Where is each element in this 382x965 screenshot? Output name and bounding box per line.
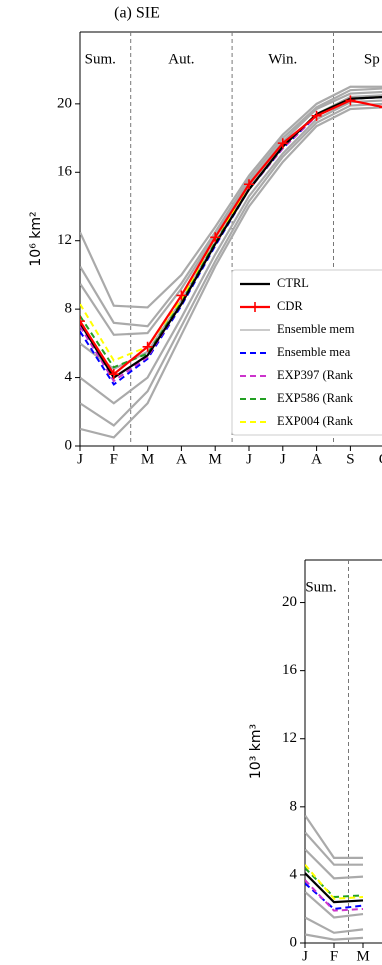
legend-label: Ensemble mem <box>277 322 355 336</box>
x-tick-label: J <box>77 451 83 467</box>
legend-label: Ensemble mea <box>277 345 351 359</box>
series-line <box>80 99 382 405</box>
legend-label: EXP004 (Rank <box>277 414 354 428</box>
x-tick-label: M <box>209 451 222 467</box>
point-marker <box>379 106 382 109</box>
y-tick-label: 12 <box>57 232 72 248</box>
x-tick-label: J <box>302 948 308 964</box>
y-tick-label: 16 <box>57 164 73 180</box>
series-line <box>305 867 364 899</box>
y-tick-label: 20 <box>282 594 297 610</box>
point-marker <box>176 290 187 301</box>
plot-area <box>80 85 382 439</box>
series-line <box>305 864 364 900</box>
x-tick-label: A <box>176 451 187 467</box>
season-label: Sum. <box>85 51 116 67</box>
chart-title: (a) SIE <box>114 5 160 22</box>
x-tick-label: J <box>246 451 252 467</box>
series-line <box>305 872 364 904</box>
series-line <box>80 99 382 376</box>
x-tick-label: M <box>356 948 369 964</box>
y-tick-label: 0 <box>65 437 73 453</box>
y-tick-label: 20 <box>57 95 72 111</box>
series-line <box>305 916 364 934</box>
x-tick-label: O <box>379 451 382 467</box>
x-tick-label: S <box>346 451 354 467</box>
series-line <box>305 848 364 880</box>
season-label: Aut. <box>168 51 194 67</box>
legend-box <box>231 269 382 436</box>
legend-label: CDR <box>277 299 303 313</box>
y-tick-label: 0 <box>290 934 298 950</box>
series-line <box>80 96 382 362</box>
series-line <box>305 891 364 919</box>
series-line <box>305 831 363 866</box>
series-line <box>305 882 364 911</box>
point-marker <box>80 316 85 327</box>
series-line <box>305 879 364 912</box>
y-tick-label: 4 <box>290 866 298 882</box>
legend-label: CTRL <box>277 276 309 290</box>
x-tick-label: M <box>141 451 154 467</box>
point-marker <box>311 110 322 121</box>
y-tick-label: 8 <box>290 798 298 814</box>
y-tick-label: 4 <box>65 369 73 385</box>
series-line <box>80 87 382 328</box>
y-axis-label: 10⁶ km² <box>28 211 44 266</box>
x-tick-label: A <box>311 451 322 467</box>
point-marker <box>142 341 153 352</box>
y-axis-label: 10³ km³ <box>248 724 264 779</box>
x-tick-label: F <box>110 451 118 467</box>
y-tick-label: 12 <box>282 730 297 746</box>
season-label: Win. <box>268 51 297 67</box>
x-tick-label: J <box>280 451 286 467</box>
legend-label: EXP586 (Rank <box>277 391 354 405</box>
y-tick-label: 16 <box>282 662 298 678</box>
point-marker <box>277 138 288 149</box>
series-line <box>80 102 382 427</box>
season-label: Sp <box>364 51 380 67</box>
series-line <box>80 85 382 309</box>
point-marker <box>244 179 254 190</box>
point-marker <box>108 369 119 380</box>
legend-label: EXP397 (Rank <box>277 368 354 382</box>
series-line <box>305 933 364 941</box>
point-marker <box>210 232 221 243</box>
series-line <box>305 814 363 859</box>
plot-area <box>305 814 364 941</box>
series-line <box>80 96 382 380</box>
season-label: Sum. <box>305 579 336 595</box>
y-tick-label: 8 <box>65 301 73 317</box>
series-line <box>80 106 382 439</box>
point-marker <box>345 95 356 106</box>
x-tick-label: F <box>330 948 338 964</box>
legend-marker <box>250 302 260 312</box>
